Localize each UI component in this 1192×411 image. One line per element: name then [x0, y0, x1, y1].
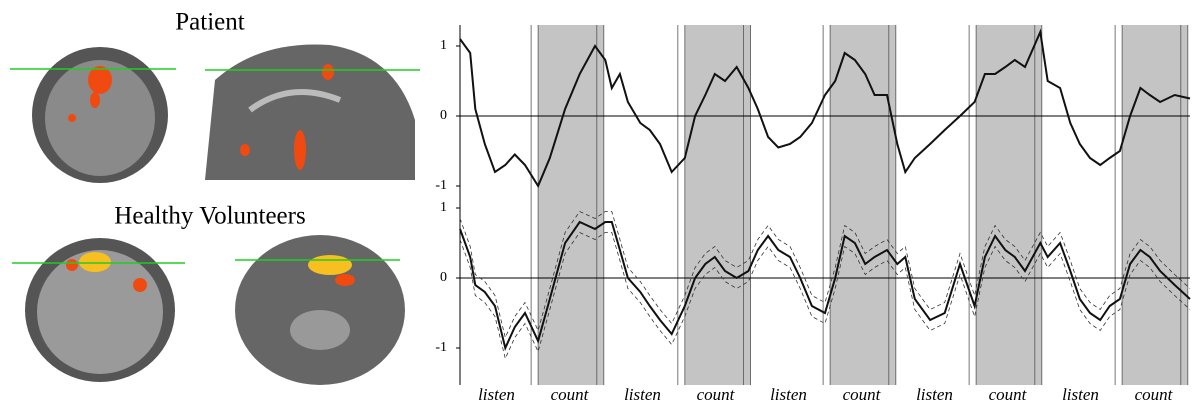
- period-label: listen: [624, 385, 661, 404]
- period-label: count: [989, 385, 1028, 404]
- count-span: [830, 25, 896, 385]
- y-tick-label: 1: [440, 200, 447, 215]
- period-label: listen: [1062, 385, 1099, 404]
- count-span: [538, 25, 604, 385]
- figure: Patient Healthy Volunteers listen count li…: [0, 0, 1192, 406]
- count-span: [976, 25, 1042, 385]
- count-span: [1122, 25, 1188, 385]
- y-tick-label: 1: [440, 38, 447, 53]
- y-tick-label: -1: [435, 340, 447, 355]
- period-label: count: [843, 385, 882, 404]
- panel-label: Healthy Volunteers: [114, 203, 305, 230]
- y-tick-label: 0: [440, 270, 447, 285]
- y-tick-label: 0: [440, 108, 447, 123]
- period-label: listen: [478, 385, 515, 404]
- period-label: listen: [770, 385, 807, 404]
- period-label: count: [551, 385, 590, 404]
- count-span: [685, 25, 751, 385]
- panel-label: Patient: [175, 9, 244, 36]
- period-label: count: [1135, 385, 1174, 404]
- period-label: count: [697, 385, 736, 404]
- period-label: listen: [916, 385, 953, 404]
- y-tick-label: -1: [435, 178, 447, 193]
- page: Patient Healthy Volunteers listen count li…: [0, 0, 1192, 406]
